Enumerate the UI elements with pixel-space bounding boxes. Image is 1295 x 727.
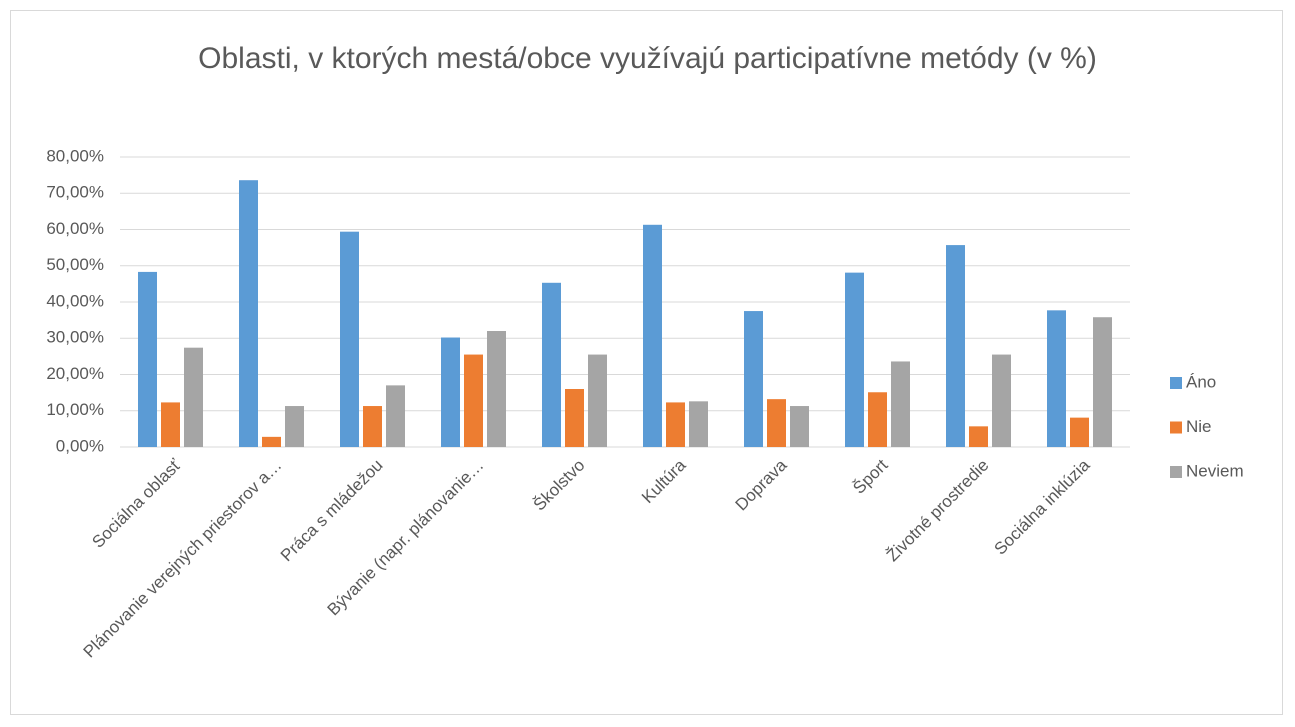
- bar: [1093, 317, 1112, 447]
- y-tick-label: 80,00%: [46, 146, 104, 165]
- bar: [868, 392, 887, 447]
- x-tick-label: Kultúra: [638, 455, 690, 507]
- y-tick-label: 40,00%: [46, 291, 104, 310]
- bar: [790, 406, 809, 447]
- bar: [891, 361, 910, 447]
- bar: [184, 347, 203, 447]
- title-box: Oblasti, v ktorých mestá/obce využívajú …: [0, 38, 1295, 80]
- bar: [689, 401, 708, 447]
- bar: [845, 272, 864, 447]
- y-tick-label: 60,00%: [46, 219, 104, 238]
- bar: [969, 426, 988, 447]
- y-tick-label: 70,00%: [46, 183, 104, 202]
- bar: [946, 245, 965, 447]
- bar: [767, 399, 786, 447]
- legend-swatch: [1170, 466, 1182, 478]
- legend-label: Áno: [1186, 372, 1216, 391]
- bar: [1070, 417, 1089, 447]
- x-tick-label: Sociálna oblasť: [88, 455, 185, 552]
- bar: [239, 180, 258, 447]
- legend-swatch: [1170, 421, 1182, 434]
- bar: [138, 271, 157, 447]
- y-tick-label: 10,00%: [46, 400, 104, 419]
- legend-label: Nie: [1186, 417, 1212, 436]
- y-tick-label: 0,00%: [56, 436, 104, 455]
- bar: [161, 402, 180, 447]
- chart-frame: [10, 10, 1283, 715]
- chart-title: Oblasti, v ktorých mestá/obce využívajú …: [198, 42, 1097, 75]
- bar: [386, 385, 405, 447]
- bar: [285, 406, 304, 447]
- bar: [464, 354, 483, 447]
- x-tick-label: Plánovanie verejných priestorov a…: [80, 456, 286, 662]
- bar: [340, 231, 359, 447]
- bar: [262, 436, 281, 447]
- x-tick-label: Životné prostredie: [883, 456, 993, 566]
- x-tick-label: Doprava: [732, 455, 791, 514]
- bar: [588, 354, 607, 447]
- y-tick-label: 20,00%: [46, 364, 104, 383]
- bar: [1047, 310, 1066, 447]
- bar: [666, 402, 685, 447]
- bar: [643, 224, 662, 447]
- bar: [744, 311, 763, 447]
- legend-label: Neviem: [1186, 461, 1244, 480]
- bar: [363, 406, 382, 447]
- x-tick-label: Školstvo: [530, 456, 589, 515]
- legend-swatch: [1170, 377, 1182, 389]
- bar: [487, 331, 506, 447]
- bar: [565, 389, 584, 447]
- x-tick-label: Práca s mládežou: [277, 456, 387, 566]
- y-tick-label: 30,00%: [46, 328, 104, 347]
- y-tick-label: 50,00%: [46, 255, 104, 274]
- x-tick-label: Sociálna inklúzia: [991, 455, 1094, 558]
- bar: [441, 337, 460, 447]
- bar: [542, 282, 561, 447]
- bar: [992, 354, 1011, 447]
- x-tick-label: Šport: [849, 455, 891, 497]
